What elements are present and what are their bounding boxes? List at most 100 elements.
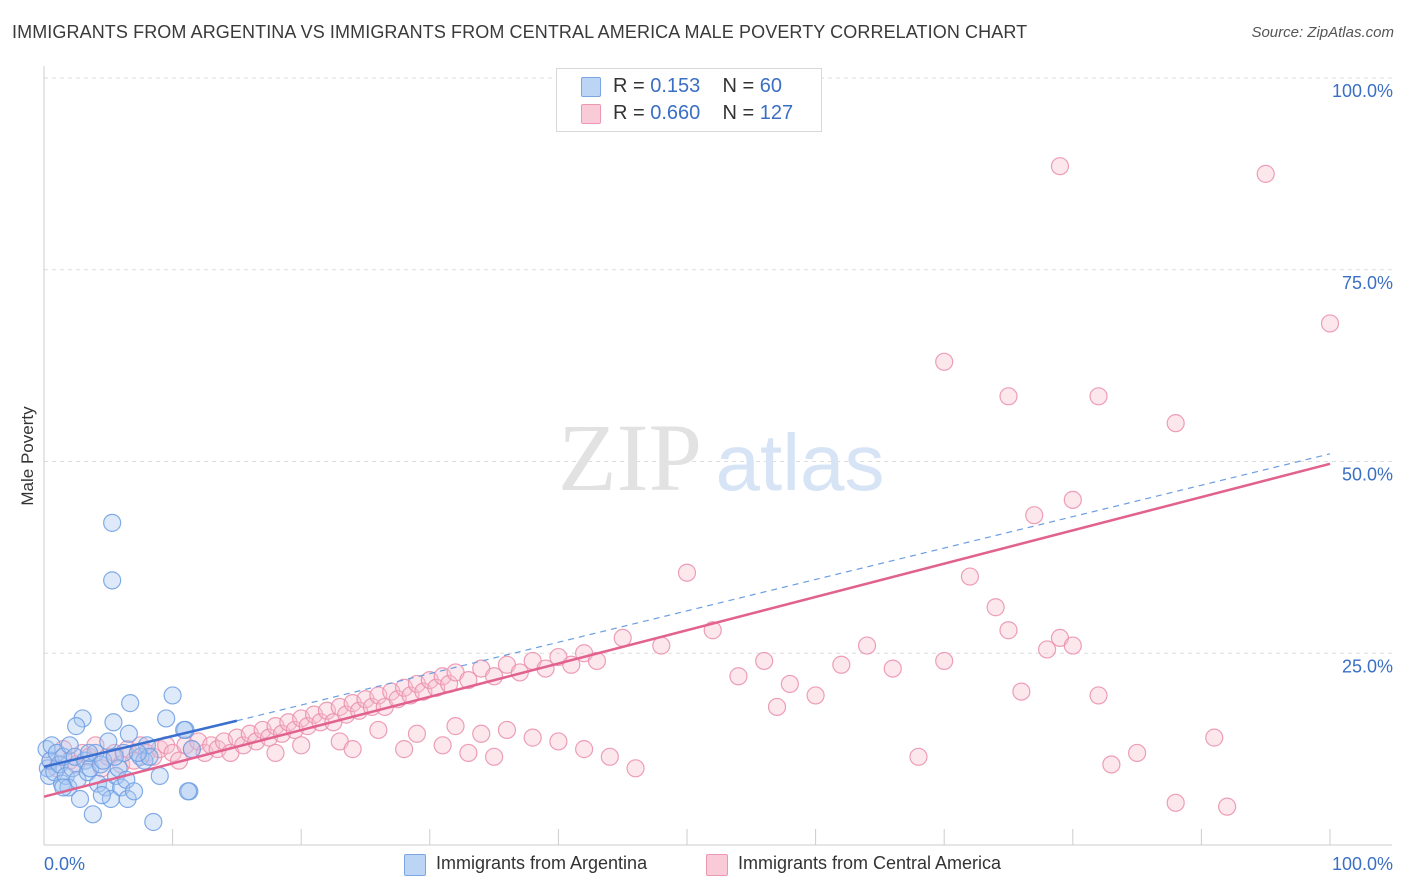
central-america-point-87 <box>394 740 414 759</box>
y-tick-label-1: 50.0% <box>1342 465 1393 485</box>
argentina-trend-line <box>43 719 238 768</box>
central-america-point-82 <box>523 728 542 747</box>
central-america-point-91 <box>292 736 311 755</box>
central-america-point-98 <box>755 651 774 671</box>
central-america-point-127 <box>1320 314 1340 333</box>
central-america-point-128 <box>1205 728 1224 747</box>
argentina-point-59 <box>178 782 198 801</box>
central-america-point-109 <box>999 621 1018 640</box>
legend-argentina-swatch <box>404 854 426 876</box>
central-america-point-77 <box>369 720 388 740</box>
legend-argentina-label: Immigrants from Argentina <box>436 853 648 873</box>
central-america-point-116 <box>1127 743 1147 763</box>
argentina-swatch <box>581 77 601 97</box>
argentina-point-21 <box>83 805 102 824</box>
central-america-point-84 <box>575 740 594 759</box>
argentina-point-52 <box>103 571 122 590</box>
argentina-point-16 <box>70 789 90 809</box>
central-america-point-124 <box>1063 490 1082 509</box>
central-america-point-123 <box>1025 506 1044 525</box>
central-america-point-110 <box>1012 682 1031 701</box>
tick-labels: 25.0% 50.0% 75.0% 100.0% 0.0% 100.0% <box>44 81 1393 874</box>
argentina-point-54 <box>124 782 144 801</box>
watermark: ZIP atlas <box>558 404 884 511</box>
central-america-point-120 <box>1089 387 1108 406</box>
argentina-n-label: N = <box>722 75 755 97</box>
x-tick-label-1: 100.0% <box>1332 854 1393 874</box>
argentina-point-29 <box>104 713 123 732</box>
argentina-point-38 <box>79 743 99 763</box>
central-america-point-75 <box>266 743 285 763</box>
central-america-point-99 <box>767 697 787 717</box>
y-tick-label-2: 75.0% <box>1342 273 1393 293</box>
argentina-point-39 <box>92 786 111 805</box>
argentina-point-45 <box>140 747 159 766</box>
y-tick-label-3: 100.0% <box>1332 81 1393 101</box>
y-axis-label: Male Poverty <box>18 406 37 506</box>
central-america-point-89 <box>459 743 478 763</box>
central-america-point-95 <box>677 563 697 582</box>
central-america-point-122 <box>935 352 954 371</box>
central-america-points <box>41 157 1340 816</box>
argentina-point-12 <box>60 736 79 755</box>
central-america-n-label: N = <box>722 102 755 124</box>
legend-central-america-swatch <box>706 854 728 876</box>
trend-lines <box>43 453 1331 798</box>
central-america-point-78 <box>407 724 427 743</box>
argentina-points <box>37 513 201 832</box>
central-america-point-93 <box>613 628 632 648</box>
central-america-point-118 <box>1218 797 1237 816</box>
central-america-swatch <box>581 104 601 124</box>
central-america-point-100 <box>780 674 799 694</box>
central-america-point-119 <box>999 387 1018 406</box>
argentina-r-value: 0.153 <box>650 75 701 97</box>
central-america-n-value: 127 <box>759 102 794 124</box>
argentina-point-40 <box>105 747 124 766</box>
central-america-point-102 <box>832 655 851 674</box>
central-america-point-97 <box>729 667 748 686</box>
central-america-point-114 <box>1089 686 1108 705</box>
axes <box>43 66 1392 846</box>
y-tick-label-0: 25.0% <box>1342 656 1393 676</box>
central-america-point-104 <box>883 659 902 678</box>
central-america-point-106 <box>935 651 954 671</box>
argentina-point-48 <box>157 709 176 728</box>
argentina-n-value: 60 <box>759 75 783 97</box>
argentina-r-label: R = <box>613 75 645 97</box>
central-america-point-88 <box>433 736 452 755</box>
central-america-point-83 <box>549 732 568 751</box>
stats-box: R = 0.153 N = 60 R = 0.660 N = 127 <box>556 68 822 132</box>
argentina-point-46 <box>144 812 163 832</box>
central-america-point-96 <box>703 621 722 640</box>
argentina-point-35 <box>119 724 138 743</box>
argentina-point-37 <box>67 717 86 736</box>
central-america-point-108 <box>986 598 1005 617</box>
argentina-point-53 <box>121 694 140 713</box>
central-america-point-117 <box>1166 793 1185 812</box>
central-america-point-107 <box>960 567 980 586</box>
watermark-zip: ZIP <box>558 404 702 511</box>
central-america-point-92 <box>343 740 362 759</box>
central-america-point-125 <box>1050 157 1070 176</box>
argentina-point-27 <box>99 732 118 751</box>
central-america-point-121 <box>1166 414 1185 433</box>
central-america-point-79 <box>446 717 465 736</box>
central-america-r-value: 0.660 <box>650 102 701 124</box>
central-america-point-85 <box>600 747 619 766</box>
argentina-point-57 <box>182 740 201 759</box>
central-america-point-90 <box>485 747 504 766</box>
central-america-trend-line <box>43 462 1331 798</box>
central-america-point-105 <box>909 747 928 766</box>
argentina-point-51 <box>103 513 122 532</box>
argentina-trend-extension <box>236 453 1331 722</box>
argentina-point-49 <box>163 686 182 705</box>
central-america-point-64 <box>459 670 478 690</box>
argentina-point-47 <box>150 766 169 786</box>
central-america-point-103 <box>857 636 877 655</box>
central-america-point-126 <box>1256 164 1275 183</box>
central-america-point-113 <box>1063 636 1082 655</box>
central-america-point-115 <box>1102 755 1121 774</box>
central-america-point-86 <box>626 759 645 778</box>
legend-central-america-label: Immigrants from Central America <box>738 853 1002 873</box>
